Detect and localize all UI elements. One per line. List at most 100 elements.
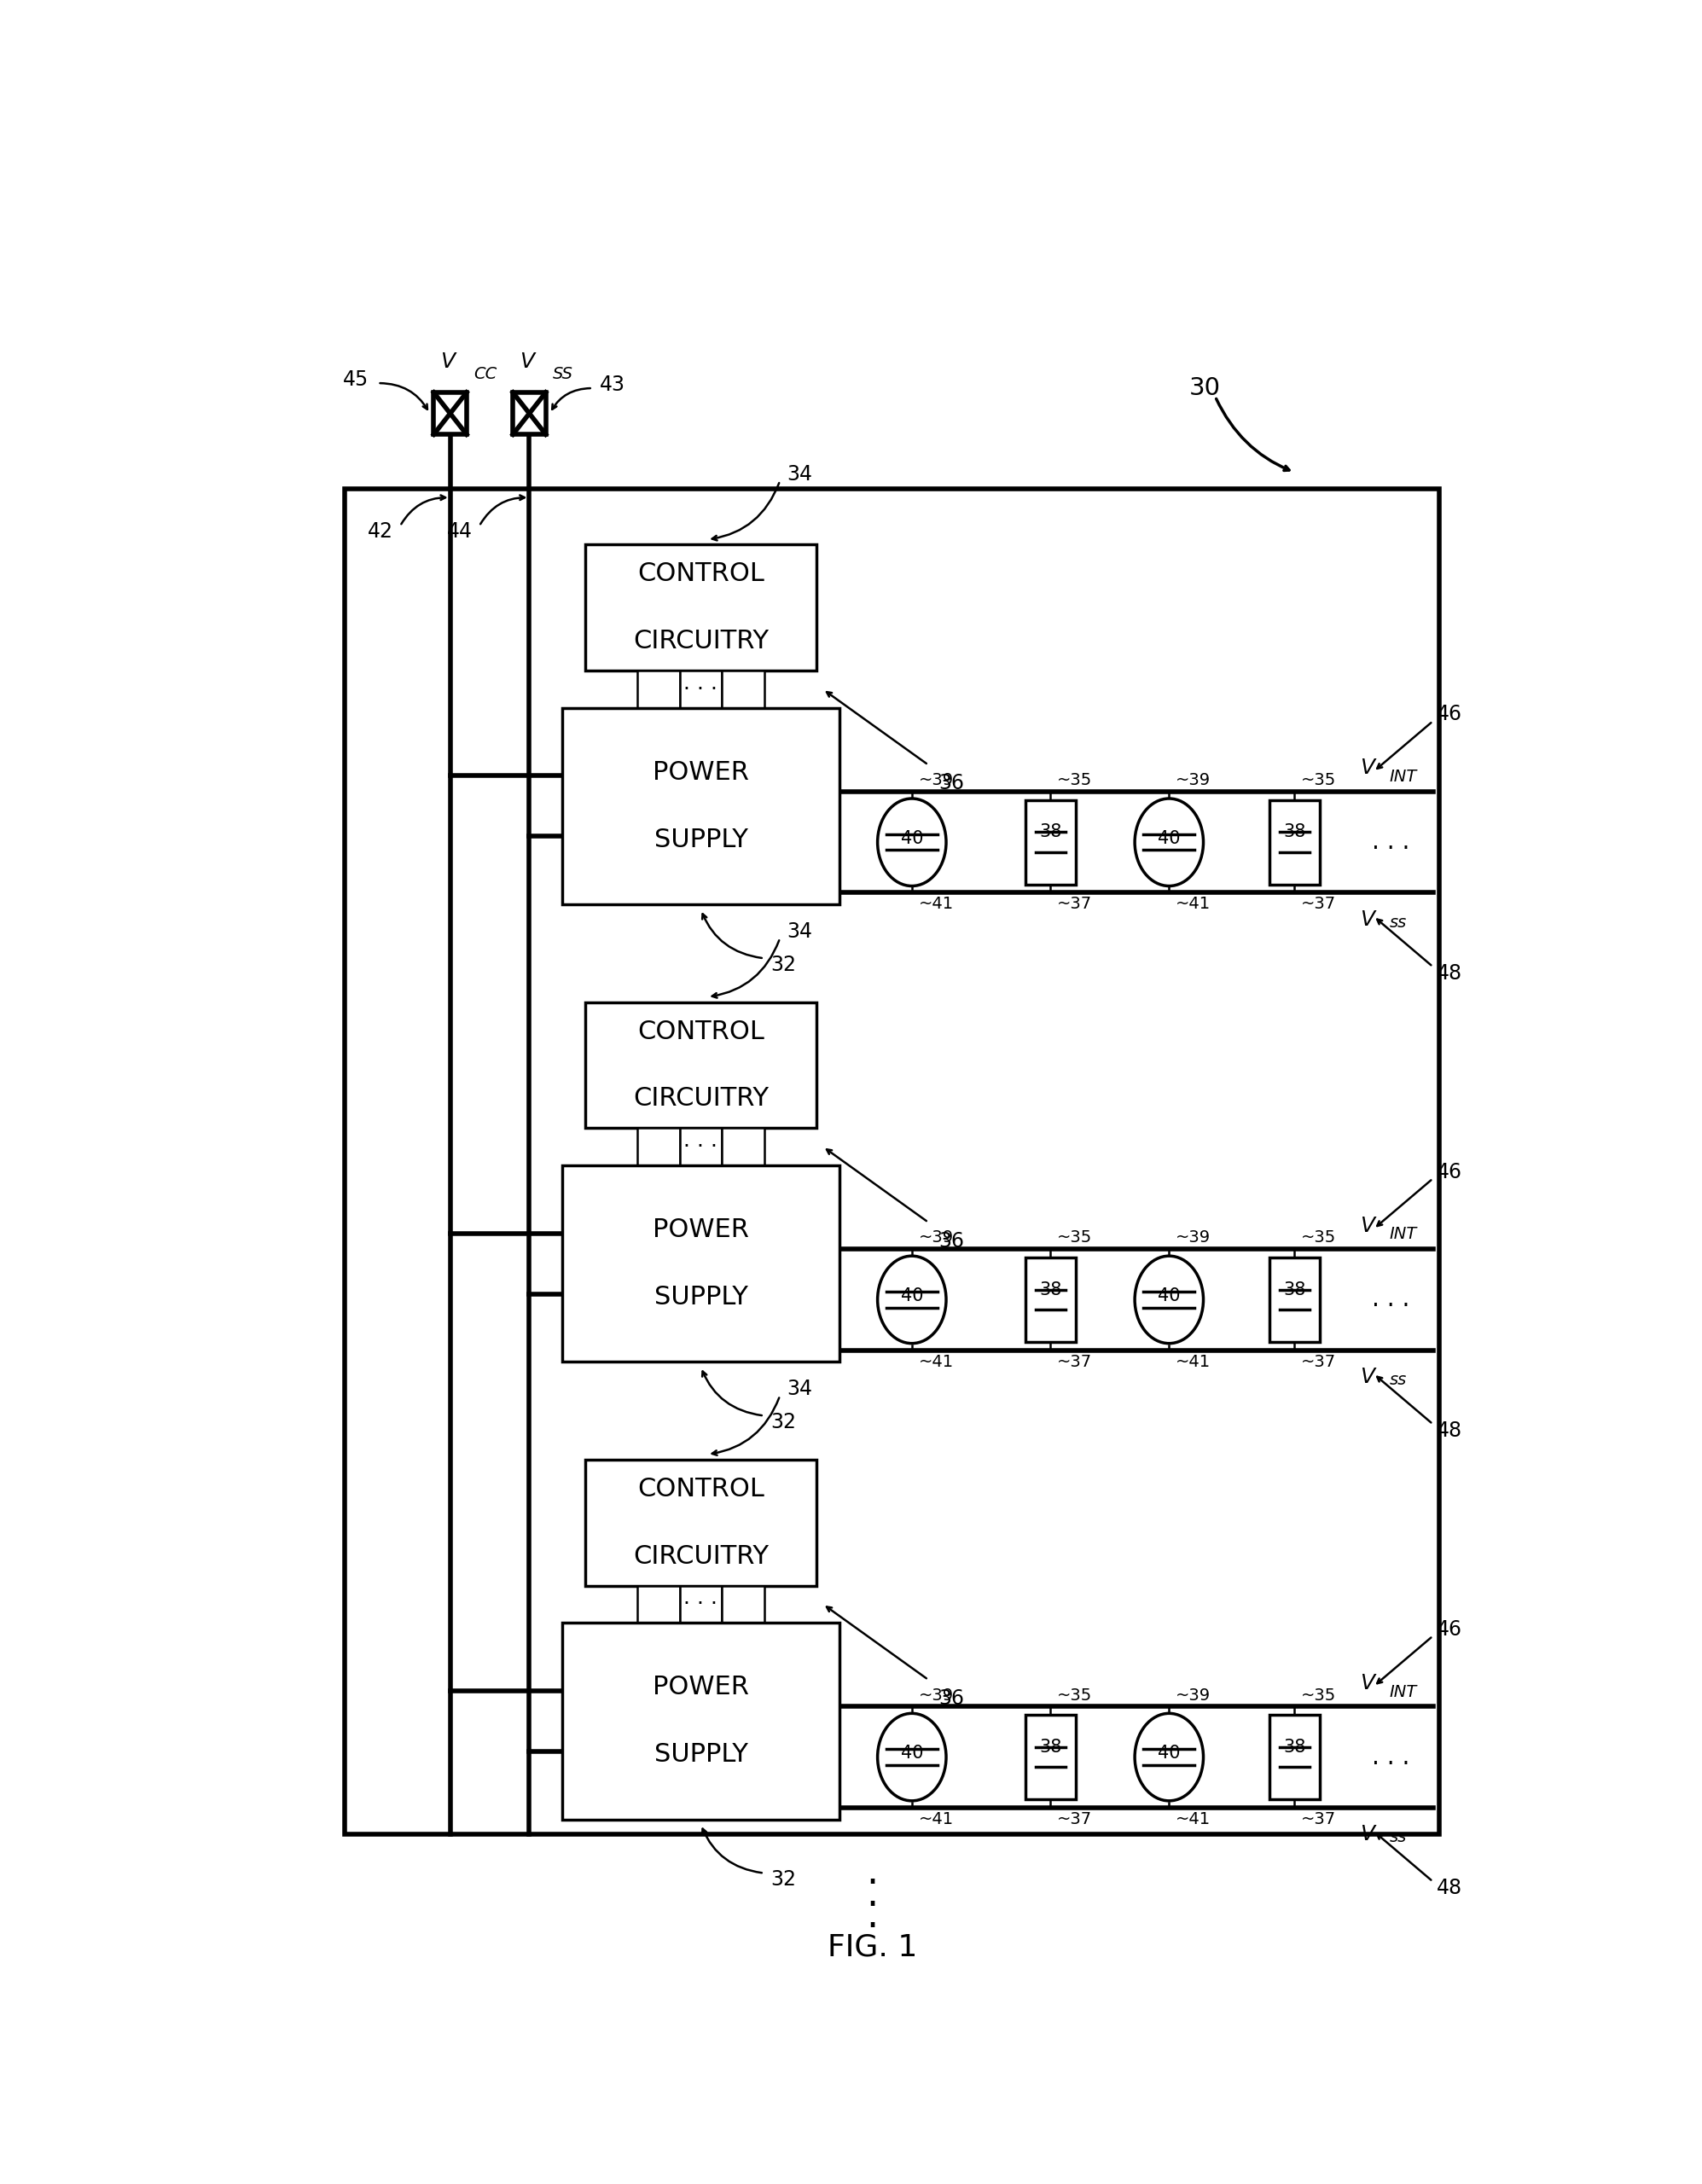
Text: ~41: ~41 [1176,1354,1210,1369]
Text: 48: 48 [1436,1420,1462,1441]
Circle shape [878,1714,946,1802]
Bar [562,708,839,904]
Text: . . .: . . . [1372,1745,1409,1769]
Text: V: V [1360,909,1375,930]
Text: 34: 34 [786,463,812,485]
Text: CONTROL: CONTROL [637,1020,764,1044]
Circle shape [1135,1256,1203,1343]
Text: V: V [441,352,454,371]
Bar [722,1586,764,1623]
Text: ~39: ~39 [919,773,953,788]
Bar [1025,1258,1076,1341]
Text: 46: 46 [1436,1162,1462,1182]
Text: 40: 40 [900,830,922,847]
Bar [722,670,764,708]
Text: FIG. 1: FIG. 1 [827,1933,917,1961]
Circle shape [878,799,946,887]
Text: 32: 32 [771,1870,797,1889]
Text: ~41: ~41 [1176,1811,1210,1828]
Text: ~35: ~35 [1057,1686,1093,1704]
Bar [679,670,722,708]
Text: POWER: POWER [652,1216,749,1243]
Text: CONTROL: CONTROL [637,1476,764,1500]
Text: CIRCUITRY: CIRCUITRY [633,1544,769,1568]
Text: SUPPLY: SUPPLY [654,1284,747,1310]
Text: 38: 38 [1283,1282,1305,1297]
Text: ~37: ~37 [1300,1811,1336,1828]
Text: .: . [866,1898,878,1935]
Text: CIRCUITRY: CIRCUITRY [633,1085,769,1112]
Text: 42: 42 [368,522,393,542]
Text: ~35: ~35 [1300,773,1336,788]
Bar [1025,799,1076,885]
Text: ~39: ~39 [919,1686,953,1704]
Text: SUPPLY: SUPPLY [654,1743,747,1767]
Text: .: . [866,1876,878,1913]
Bar [434,393,466,435]
Text: 38: 38 [1040,823,1062,841]
Bar [585,544,817,670]
Text: ss: ss [1389,915,1406,930]
Text: CONTROL: CONTROL [637,561,764,585]
Text: 36: 36 [940,773,965,793]
Text: INT: INT [1389,1225,1416,1243]
Text: 46: 46 [1436,1618,1462,1640]
Bar [1270,1258,1319,1341]
Text: V: V [519,352,534,371]
Bar [1025,1714,1076,1800]
Text: ~41: ~41 [919,895,953,913]
Bar [344,489,1440,1835]
Text: ~41: ~41 [919,1354,953,1369]
Bar [637,1129,679,1164]
Text: 43: 43 [599,376,625,395]
Text: ~41: ~41 [919,1811,953,1828]
Text: 45: 45 [342,369,368,391]
Text: 32: 32 [771,1413,797,1433]
Text: INT: INT [1389,769,1416,784]
Bar [562,1623,839,1819]
Text: · · ·: · · · [684,1136,718,1158]
Text: 40: 40 [900,1745,922,1762]
Bar [1270,1714,1319,1800]
Text: .: . [866,1854,878,1891]
Text: ~35: ~35 [1057,773,1093,788]
Circle shape [878,1256,946,1343]
Text: · · ·: · · · [684,1594,718,1614]
Bar [722,1129,764,1164]
Text: ~35: ~35 [1300,1230,1336,1245]
Circle shape [1135,1714,1203,1802]
Text: 38: 38 [1040,1738,1062,1756]
Text: POWER: POWER [652,760,749,784]
Bar [679,1129,722,1164]
Text: ~39: ~39 [1176,1686,1210,1704]
Text: V: V [1360,1824,1375,1845]
Text: SUPPLY: SUPPLY [654,828,747,852]
Text: 32: 32 [771,954,797,976]
Text: 48: 48 [1436,963,1462,983]
Text: V: V [1360,758,1375,778]
Text: V: V [1360,1214,1375,1236]
Bar [1270,799,1319,885]
Text: 30: 30 [1190,376,1220,400]
Text: 46: 46 [1436,703,1462,725]
Text: ss: ss [1389,1830,1406,1845]
Text: INT: INT [1389,1684,1416,1699]
Text: 40: 40 [900,1289,922,1304]
Text: ~35: ~35 [1057,1230,1093,1245]
Bar [512,393,546,435]
Text: ~37: ~37 [1057,895,1093,913]
Text: 40: 40 [1157,1745,1181,1762]
Text: POWER: POWER [652,1675,749,1699]
Text: ~39: ~39 [919,1230,953,1245]
Text: 44: 44 [448,522,473,542]
Text: V: V [1360,1673,1375,1693]
Text: . . .: . . . [1372,1289,1409,1313]
Text: ss: ss [1389,1372,1406,1389]
Text: SS: SS [553,367,574,382]
Text: ~35: ~35 [1300,1686,1336,1704]
Text: V: V [1360,1367,1375,1387]
Text: ~41: ~41 [1176,895,1210,913]
Text: CC: CC [473,367,497,382]
Bar [562,1164,839,1363]
Text: CIRCUITRY: CIRCUITRY [633,629,769,653]
